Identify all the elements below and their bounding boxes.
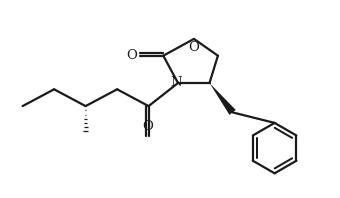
- Text: O: O: [188, 41, 199, 54]
- Text: O: O: [142, 120, 153, 133]
- Polygon shape: [209, 83, 236, 115]
- Text: O: O: [126, 49, 137, 62]
- Text: N: N: [170, 75, 182, 89]
